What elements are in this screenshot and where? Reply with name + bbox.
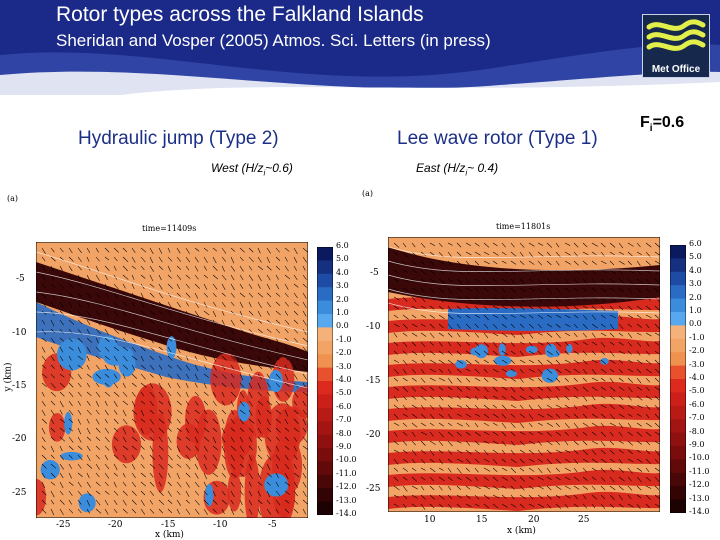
colorbar-tick-label: -10.0 (336, 455, 357, 465)
x-tick-label: -25 (56, 520, 71, 530)
colorbar-tick-label: -12.0 (689, 480, 710, 490)
colorbar-tick-label: 5.0 (336, 254, 349, 264)
colorbar-tick-label: -11.0 (689, 466, 710, 476)
header-banner: Rotor types across the Falkland Islands … (0, 0, 720, 95)
colorbar-tick-label: -14.0 (689, 507, 710, 516)
colorbar-tick-label: 1.0 (336, 308, 349, 317)
colorbar-tick-label: -8.0 (336, 428, 352, 438)
x-tick-label: -15 (161, 520, 176, 530)
colorbar-tick-label: -3.0 (336, 361, 352, 371)
colorbar-tick-label: -9.0 (689, 440, 705, 449)
colorbar-tick-label: 6.0 (336, 241, 349, 250)
colorbar-tick-label: 4.0 (689, 265, 702, 275)
colorbar-tick-label: 0.0 (336, 321, 349, 331)
colorbar-tick-label: 2.0 (336, 294, 349, 304)
colorbar-tick-label: -7.0 (336, 415, 352, 425)
colorbar-tick-label: -13.0 (689, 493, 710, 503)
flow-direction-right: East (H/zi~ 0.4) (416, 161, 499, 178)
flow-direction-left: West (H/zi~0.6) (211, 161, 293, 178)
x-tick-label: -5 (268, 520, 277, 530)
colorbar-tick-label: -1.0 (689, 332, 705, 342)
logo-label: Met Office (651, 64, 701, 75)
velocity-field-plot-left (36, 242, 308, 518)
panel-letter-left: (a) (7, 194, 19, 203)
colorbar-tick-label: -4.0 (689, 373, 705, 382)
colorbar-tick-label: 3.0 (689, 279, 702, 289)
x-tick-label: -20 (108, 520, 123, 530)
colorbar-tick-label: 6.0 (689, 239, 702, 248)
velocity-field-plot-right (388, 237, 660, 512)
colorbar-tick-label: -7.0 (689, 413, 705, 423)
panel-heading-right: Lee wave rotor (Type 1) (397, 128, 598, 149)
colorbar-tick-label: 3.0 (336, 281, 349, 291)
x-tick-label: -10 (213, 520, 228, 530)
y-tick-label: -20 (12, 434, 27, 444)
x-axis-label-left: x (km) (155, 530, 184, 540)
froude-number-label: Fi=0.6 (640, 114, 685, 135)
y-tick-label: -20 (366, 430, 381, 440)
wave-logo-icon (646, 19, 706, 51)
colorbar-tick-label: -2.0 (689, 346, 705, 356)
banner-background (0, 0, 720, 95)
colorbar-right (670, 245, 686, 513)
colorbar-tick-label: -5.0 (336, 388, 352, 398)
x-tick-label: 10 (424, 515, 436, 525)
met-office-logo: Met Office (642, 14, 710, 78)
y-tick-label: -15 (366, 376, 381, 386)
y-tick-label: -15 (12, 381, 27, 391)
colorbar-tick-label: -10.0 (689, 453, 710, 463)
colorbar-tick-label: 5.0 (689, 252, 702, 262)
y-tick-label: -25 (366, 484, 381, 494)
time-label-left: time=11409s (142, 224, 197, 233)
y-tick-label: -25 (12, 488, 27, 498)
colorbar-tick-label: -6.0 (689, 399, 705, 409)
panel-heading-left: Hydraulic jump (Type 2) (78, 128, 279, 149)
y-tick-label: -10 (12, 328, 27, 338)
y-tick-label: -5 (370, 268, 379, 278)
x-tick-label: 15 (476, 515, 488, 525)
panel-letter-right: (a) (362, 189, 374, 198)
colorbar-tick-label: -13.0 (336, 495, 357, 505)
x-tick-label: 25 (578, 515, 590, 525)
colorbar-tick-label: 4.0 (336, 267, 349, 277)
colorbar-tick-label: -8.0 (689, 426, 705, 436)
colorbar-left (317, 247, 333, 515)
x-tick-label: 20 (528, 515, 540, 525)
colorbar-tick-label: -14.0 (336, 509, 357, 518)
colorbar-tick-label: 0.0 (689, 319, 702, 329)
colorbar-tick-label: -1.0 (336, 334, 352, 344)
colorbar-tick-label: -3.0 (689, 359, 705, 369)
colorbar-tick-label: -11.0 (336, 468, 357, 478)
colorbar-tick-label: 1.0 (689, 306, 702, 315)
colorbar-tick-label: -5.0 (689, 386, 705, 396)
x-axis-label-right: x (km) (507, 526, 536, 536)
colorbar-tick-label: -9.0 (336, 442, 352, 451)
slide-subtitle: Sheridan and Vosper (2005) Atmos. Sci. L… (56, 31, 491, 50)
colorbar-tick-label: 2.0 (689, 292, 702, 302)
colorbar-tick-label: -4.0 (336, 375, 352, 384)
colorbar-tick-label: -6.0 (336, 401, 352, 411)
time-label-right: time=11801s (496, 222, 551, 231)
colorbar-tick-label: -12.0 (336, 482, 357, 492)
y-tick-label: -10 (366, 322, 381, 332)
slide-title: Rotor types across the Falkland Islands (56, 3, 424, 26)
y-axis-label-left: y (km) (3, 362, 14, 392)
y-tick-label: -5 (16, 274, 25, 284)
colorbar-tick-label: -2.0 (336, 348, 352, 358)
